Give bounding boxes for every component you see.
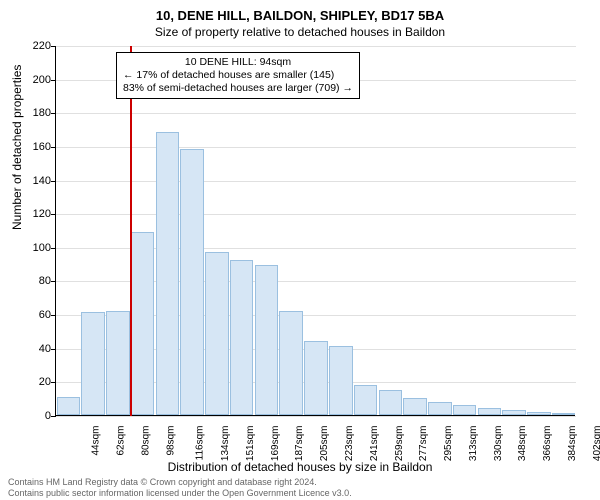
xtick-label: 241sqm bbox=[369, 426, 380, 462]
xtick-label: 80sqm bbox=[140, 426, 151, 456]
ytick-label: 100 bbox=[26, 242, 51, 254]
ytick-label: 220 bbox=[26, 40, 51, 52]
footer-line-2: Contains public sector information licen… bbox=[8, 488, 352, 498]
ytick-label: 40 bbox=[26, 343, 51, 355]
ytick-label: 160 bbox=[26, 141, 51, 153]
ytick-mark bbox=[51, 382, 56, 383]
ytick-mark bbox=[51, 315, 56, 316]
histogram-bar bbox=[354, 385, 378, 415]
ytick-label: 0 bbox=[26, 410, 51, 422]
annotation-line: ← 17% of detached houses are smaller (14… bbox=[123, 69, 353, 82]
ytick-label: 140 bbox=[26, 175, 51, 187]
gridline bbox=[56, 147, 576, 148]
ytick-mark bbox=[51, 281, 56, 282]
histogram-bar bbox=[230, 260, 254, 415]
ytick-mark bbox=[51, 214, 56, 215]
histogram-bar bbox=[106, 311, 130, 415]
annotation-box: 10 DENE HILL: 94sqm← 17% of detached hou… bbox=[116, 52, 360, 99]
ytick-mark bbox=[51, 46, 56, 47]
xtick-label: 313sqm bbox=[468, 426, 479, 462]
histogram-bar bbox=[329, 346, 353, 415]
histogram-bar bbox=[428, 402, 452, 415]
xtick-label: 98sqm bbox=[165, 426, 176, 456]
chart-subtitle: Size of property relative to detached ho… bbox=[0, 23, 600, 39]
histogram-bar bbox=[379, 390, 403, 415]
histogram-bar bbox=[403, 398, 427, 415]
ytick-label: 60 bbox=[26, 309, 51, 321]
histogram-bar bbox=[156, 132, 180, 415]
xtick-label: 295sqm bbox=[443, 426, 454, 462]
xtick-label: 402sqm bbox=[592, 426, 600, 462]
footer-line-1: Contains HM Land Registry data © Crown c… bbox=[8, 477, 352, 487]
xtick-label: 169sqm bbox=[270, 426, 281, 462]
xtick-label: 348sqm bbox=[517, 426, 528, 462]
histogram-bar bbox=[478, 408, 502, 415]
reference-line bbox=[130, 46, 132, 416]
histogram-bar bbox=[255, 265, 279, 415]
xtick-label: 277sqm bbox=[418, 426, 429, 462]
ytick-mark bbox=[51, 80, 56, 81]
histogram-bar bbox=[502, 410, 526, 415]
xtick-label: 62sqm bbox=[116, 426, 127, 456]
xtick-label: 187sqm bbox=[295, 426, 306, 462]
gridline bbox=[56, 214, 576, 215]
xtick-label: 223sqm bbox=[344, 426, 355, 462]
annotation-line: 10 DENE HILL: 94sqm bbox=[123, 56, 353, 69]
xtick-label: 116sqm bbox=[195, 426, 206, 461]
xtick-label: 366sqm bbox=[542, 426, 553, 462]
ytick-label: 180 bbox=[26, 107, 51, 119]
histogram-bar bbox=[131, 232, 155, 415]
ytick-mark bbox=[51, 248, 56, 249]
x-axis-label: Distribution of detached houses by size … bbox=[0, 460, 600, 474]
ytick-mark bbox=[51, 349, 56, 350]
ytick-label: 20 bbox=[26, 376, 51, 388]
annotation-line: 83% of semi-detached houses are larger (… bbox=[123, 82, 353, 95]
ytick-label: 80 bbox=[26, 275, 51, 287]
gridline bbox=[56, 46, 576, 47]
histogram-bar bbox=[180, 149, 204, 415]
histogram-bar bbox=[205, 252, 229, 415]
gridline bbox=[56, 416, 576, 417]
plot-area: 02040608010012014016018020022044sqm62sqm… bbox=[55, 46, 575, 416]
histogram-bar bbox=[453, 405, 477, 415]
ytick-label: 200 bbox=[26, 74, 51, 86]
xtick-label: 259sqm bbox=[394, 426, 405, 462]
chart-container: 10, DENE HILL, BAILDON, SHIPLEY, BD17 5B… bbox=[0, 0, 600, 500]
histogram-bar bbox=[527, 412, 551, 415]
ytick-label: 120 bbox=[26, 208, 51, 220]
xtick-label: 205sqm bbox=[319, 426, 330, 462]
ytick-mark bbox=[51, 147, 56, 148]
plot-box: 02040608010012014016018020022044sqm62sqm… bbox=[55, 46, 575, 416]
histogram-bar bbox=[279, 311, 303, 415]
xtick-label: 44sqm bbox=[91, 426, 102, 456]
ytick-mark bbox=[51, 113, 56, 114]
y-axis-label: Number of detached properties bbox=[10, 65, 24, 230]
histogram-bar bbox=[552, 413, 576, 415]
gridline bbox=[56, 113, 576, 114]
footer-attribution: Contains HM Land Registry data © Crown c… bbox=[8, 477, 352, 498]
xtick-label: 330sqm bbox=[493, 426, 504, 462]
ytick-mark bbox=[51, 181, 56, 182]
histogram-bar bbox=[57, 397, 81, 416]
ytick-mark bbox=[51, 416, 56, 417]
xtick-label: 151sqm bbox=[245, 426, 256, 462]
xtick-label: 384sqm bbox=[567, 426, 578, 462]
gridline bbox=[56, 181, 576, 182]
xtick-label: 134sqm bbox=[220, 426, 231, 462]
chart-title-address: 10, DENE HILL, BAILDON, SHIPLEY, BD17 5B… bbox=[0, 0, 600, 23]
histogram-bar bbox=[81, 312, 105, 415]
histogram-bar bbox=[304, 341, 328, 415]
